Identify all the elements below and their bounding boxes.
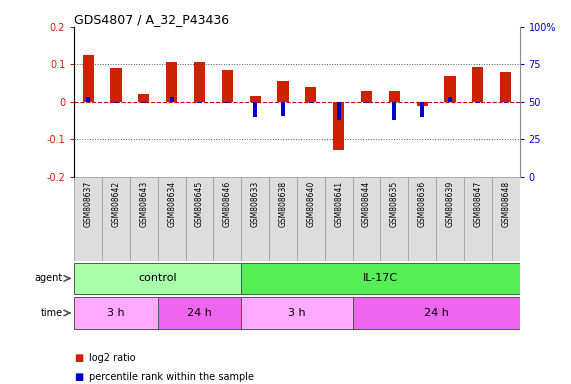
FancyBboxPatch shape bbox=[492, 177, 520, 261]
FancyBboxPatch shape bbox=[74, 263, 241, 294]
FancyBboxPatch shape bbox=[241, 177, 269, 261]
Text: 3 h: 3 h bbox=[107, 308, 125, 318]
Bar bbox=[333, 102, 344, 151]
FancyBboxPatch shape bbox=[241, 297, 352, 328]
Text: agent: agent bbox=[35, 273, 63, 283]
Bar bbox=[476, 102, 480, 103]
Bar bbox=[504, 102, 508, 103]
Text: GSM808646: GSM808646 bbox=[223, 181, 232, 227]
Bar bbox=[225, 102, 230, 103]
FancyBboxPatch shape bbox=[464, 177, 492, 261]
Bar bbox=[417, 102, 428, 106]
Bar bbox=[86, 97, 90, 102]
Bar bbox=[281, 102, 285, 116]
Bar bbox=[309, 102, 313, 103]
Bar bbox=[448, 97, 452, 102]
Text: GSM808642: GSM808642 bbox=[111, 181, 120, 227]
Bar bbox=[83, 55, 94, 102]
FancyBboxPatch shape bbox=[352, 177, 380, 261]
Text: GSM808648: GSM808648 bbox=[501, 181, 510, 227]
Text: GSM808643: GSM808643 bbox=[139, 181, 148, 227]
Bar bbox=[110, 68, 122, 102]
FancyBboxPatch shape bbox=[436, 177, 464, 261]
FancyBboxPatch shape bbox=[380, 177, 408, 261]
Bar bbox=[361, 91, 372, 102]
Bar bbox=[194, 63, 205, 102]
Bar bbox=[142, 102, 146, 103]
Bar bbox=[170, 97, 174, 102]
Bar bbox=[250, 96, 261, 102]
Text: GSM808633: GSM808633 bbox=[251, 181, 260, 227]
Text: GSM808636: GSM808636 bbox=[417, 181, 427, 227]
FancyBboxPatch shape bbox=[158, 297, 241, 328]
Text: GSM808641: GSM808641 bbox=[334, 181, 343, 227]
Text: GSM808647: GSM808647 bbox=[473, 181, 482, 227]
Text: ■: ■ bbox=[74, 353, 83, 363]
FancyBboxPatch shape bbox=[158, 177, 186, 261]
Text: percentile rank within the sample: percentile rank within the sample bbox=[89, 372, 254, 382]
Text: IL-17C: IL-17C bbox=[363, 273, 398, 283]
Bar bbox=[364, 102, 369, 103]
Bar bbox=[114, 102, 118, 103]
Text: 3 h: 3 h bbox=[288, 308, 305, 318]
FancyBboxPatch shape bbox=[130, 177, 158, 261]
Text: GSM808645: GSM808645 bbox=[195, 181, 204, 227]
FancyBboxPatch shape bbox=[214, 177, 241, 261]
Text: control: control bbox=[138, 273, 177, 283]
Text: 24 h: 24 h bbox=[187, 308, 212, 318]
FancyBboxPatch shape bbox=[241, 263, 520, 294]
Text: GSM808637: GSM808637 bbox=[83, 181, 93, 227]
Text: GSM808644: GSM808644 bbox=[362, 181, 371, 227]
Bar bbox=[253, 102, 258, 117]
FancyBboxPatch shape bbox=[102, 177, 130, 261]
Bar bbox=[500, 72, 511, 102]
Text: GSM808634: GSM808634 bbox=[167, 181, 176, 227]
FancyBboxPatch shape bbox=[297, 177, 325, 261]
FancyBboxPatch shape bbox=[352, 297, 520, 328]
Bar bbox=[222, 70, 233, 102]
FancyBboxPatch shape bbox=[325, 177, 352, 261]
Bar bbox=[392, 102, 396, 120]
Bar bbox=[389, 91, 400, 102]
Bar bbox=[472, 67, 484, 102]
Bar bbox=[278, 81, 288, 102]
FancyBboxPatch shape bbox=[269, 177, 297, 261]
Bar bbox=[166, 63, 177, 102]
Text: time: time bbox=[41, 308, 63, 318]
Bar bbox=[336, 102, 341, 120]
Text: GSM808639: GSM808639 bbox=[445, 181, 455, 227]
Bar bbox=[138, 94, 150, 102]
Text: GDS4807 / A_32_P43436: GDS4807 / A_32_P43436 bbox=[74, 13, 230, 26]
FancyBboxPatch shape bbox=[74, 177, 102, 261]
Text: GSM808638: GSM808638 bbox=[279, 181, 288, 227]
FancyBboxPatch shape bbox=[74, 297, 158, 328]
Text: GSM808640: GSM808640 bbox=[306, 181, 315, 227]
Text: ■: ■ bbox=[74, 372, 83, 382]
Text: 24 h: 24 h bbox=[424, 308, 449, 318]
Bar bbox=[305, 87, 316, 102]
FancyBboxPatch shape bbox=[186, 177, 214, 261]
Bar bbox=[420, 102, 424, 117]
Bar bbox=[444, 76, 456, 102]
Text: GSM808635: GSM808635 bbox=[390, 181, 399, 227]
FancyBboxPatch shape bbox=[408, 177, 436, 261]
Bar bbox=[198, 102, 202, 103]
Text: log2 ratio: log2 ratio bbox=[89, 353, 135, 363]
